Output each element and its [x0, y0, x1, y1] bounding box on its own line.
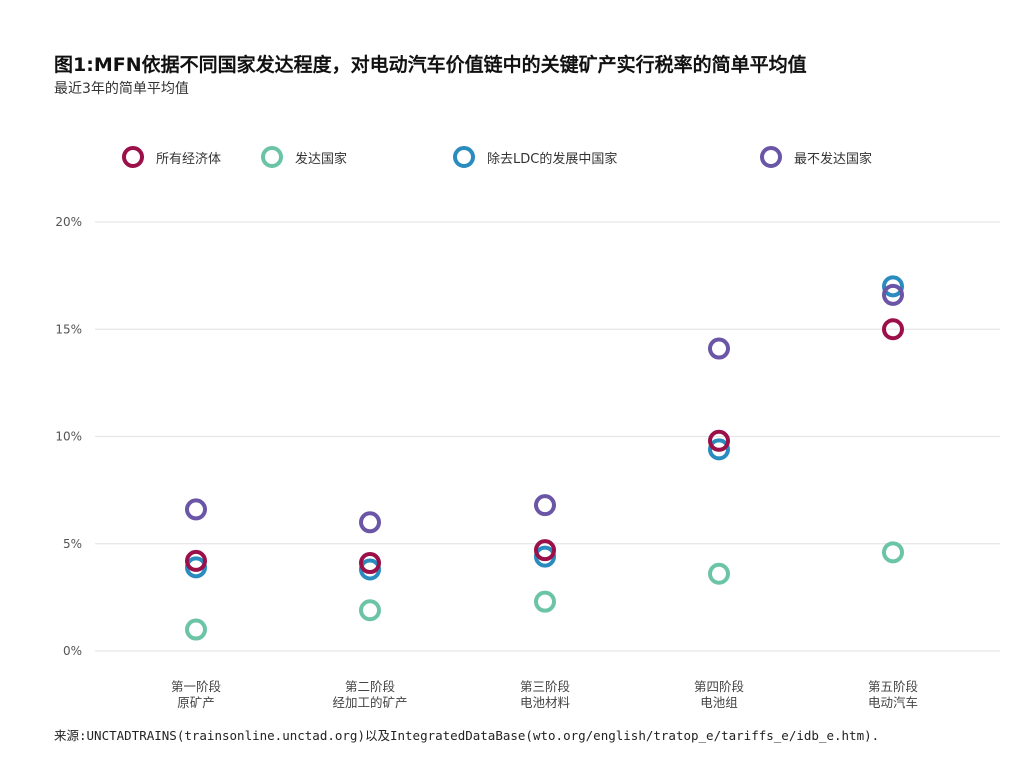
data-point — [359, 599, 381, 622]
x-category-line: 第四阶段 — [694, 679, 744, 694]
legend-item-all: 所有经济体 — [122, 146, 221, 168]
data-point — [185, 549, 207, 572]
data-point — [359, 552, 381, 575]
chart-title: 图1:MFN依据不同国家发达程度，对电动汽车价值链中的关键矿产实行税率的简单平均… — [54, 54, 807, 76]
grid-layer — [95, 221, 1000, 652]
legend-item-developing: 除去LDC的发展中国家 — [453, 146, 617, 168]
legend: 所有经济体 发达国家 除去LDC的发展中国家 最不发达国家 — [0, 146, 1034, 172]
data-point — [185, 556, 207, 579]
x-category-line: 第三阶段 — [520, 679, 570, 694]
data-point — [708, 337, 730, 360]
data-point — [359, 558, 381, 581]
data-point — [359, 511, 381, 534]
x-category-line: 第五阶段 — [868, 679, 918, 694]
data-point — [882, 275, 904, 298]
legend-swatch-all — [122, 146, 144, 168]
data-points — [185, 275, 904, 641]
y-tick-label: 15% — [55, 322, 82, 336]
legend-swatch-developing — [453, 146, 475, 168]
data-point — [534, 590, 556, 613]
x-category-line: 电池材料 — [520, 695, 571, 710]
legend-label-all: 所有经济体 — [156, 151, 222, 167]
legend-label-developing: 除去LDC的发展中国家 — [487, 151, 618, 167]
y-axis-ticks: 0% 5% 10% 15% 20% — [55, 215, 82, 658]
legend-swatch-developed — [261, 146, 283, 168]
data-point — [185, 618, 207, 641]
legend-label-ldc: 最不发达国家 — [794, 151, 873, 167]
data-point — [534, 494, 556, 517]
legend-item-developed: 发达国家 — [261, 146, 347, 168]
chart-subtitle: 最近3年的简单平均值 — [54, 81, 189, 97]
data-point — [882, 318, 904, 341]
data-point — [708, 429, 730, 452]
y-tick-label: 20% — [55, 215, 82, 229]
legend-label-developed: 发达国家 — [295, 151, 348, 167]
data-point — [534, 539, 556, 562]
x-category-line: 经加工的矿产 — [332, 695, 407, 710]
legend-swatch-ldc — [760, 146, 782, 168]
data-point — [882, 283, 904, 306]
y-tick-label: 5% — [63, 537, 82, 551]
x-category-line: 原矿产 — [177, 695, 215, 710]
legend-item-ldc: 最不发达国家 — [760, 146, 872, 168]
source-note: 来源:UNCTADTRAINS(trainsonline.unctad.org)… — [54, 728, 880, 743]
data-point — [534, 545, 556, 568]
x-category-line: 电池组 — [700, 695, 738, 710]
x-category-line: 电动汽车 — [868, 695, 918, 710]
x-category-line: 第二阶段 — [345, 679, 395, 694]
data-point — [708, 438, 730, 461]
data-point — [708, 562, 730, 585]
y-tick-label: 10% — [55, 430, 82, 444]
data-point — [882, 541, 904, 564]
x-category-line: 第一阶段 — [171, 679, 221, 694]
data-point — [185, 498, 207, 521]
y-tick-label: 0% — [63, 644, 82, 658]
